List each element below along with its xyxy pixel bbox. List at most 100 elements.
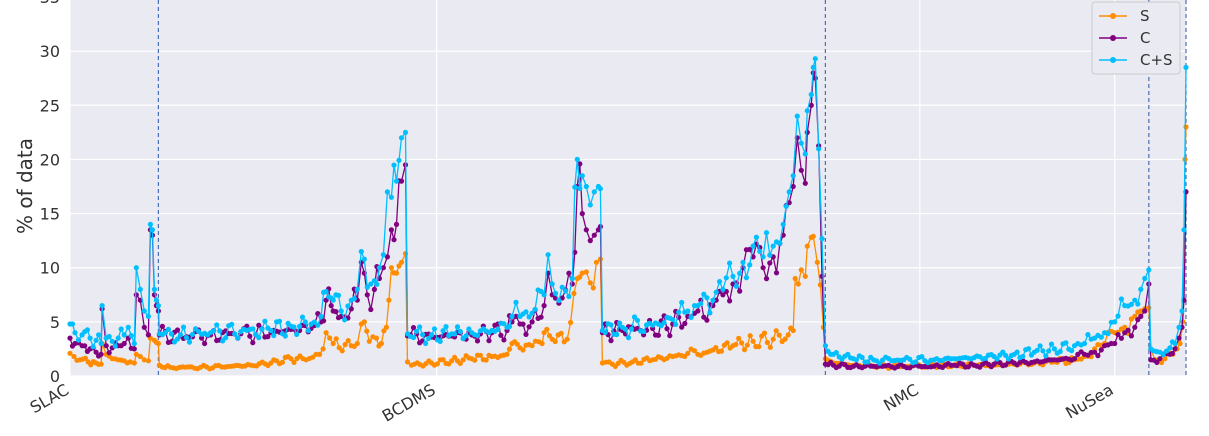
- plot-area: [70, 0, 1186, 376]
- data-point: [597, 186, 604, 192]
- legend-swatch-marker: [1110, 57, 1116, 63]
- data-point: [383, 324, 389, 330]
- data-point: [691, 348, 698, 354]
- data-point: [98, 340, 104, 347]
- data-point: [1112, 340, 1118, 347]
- data-point: [707, 310, 713, 316]
- data-point: [1043, 353, 1049, 359]
- data-point: [348, 306, 354, 312]
- data-point: [396, 157, 402, 163]
- data-point: [1128, 333, 1134, 339]
- data-point: [767, 252, 773, 258]
- data-point: [366, 338, 372, 344]
- data-point: [617, 320, 623, 326]
- data-point: [256, 322, 262, 328]
- data-point: [486, 338, 492, 344]
- data-point: [780, 221, 786, 227]
- data-point: [333, 309, 339, 315]
- data-point: [137, 286, 143, 292]
- data-point: [790, 183, 796, 190]
- data-point: [814, 259, 820, 265]
- data-point: [141, 357, 147, 363]
- data-point: [1142, 308, 1148, 314]
- data-point: [661, 320, 667, 326]
- data-point: [736, 335, 742, 341]
- data-point: [320, 346, 326, 352]
- data-point: [98, 361, 104, 367]
- data-point: [82, 355, 88, 361]
- data-point: [393, 270, 400, 276]
- data-point: [147, 221, 153, 227]
- data-point: [71, 353, 77, 360]
- data-point: [250, 326, 256, 332]
- data-point: [276, 318, 283, 324]
- data-point: [750, 243, 756, 249]
- data-point: [579, 270, 585, 276]
- data-point: [676, 309, 682, 315]
- data-point: [125, 324, 131, 330]
- data-point: [504, 351, 510, 357]
- data-point: [417, 324, 423, 330]
- data-point: [128, 333, 134, 339]
- data-point: [704, 317, 710, 323]
- data-point: [679, 299, 685, 306]
- data-point: [655, 332, 662, 338]
- data-point: [67, 350, 73, 356]
- data-point: [622, 326, 629, 332]
- data-point: [145, 313, 151, 319]
- data-point: [713, 345, 719, 351]
- data-point: [845, 351, 851, 357]
- data-point: [733, 283, 739, 289]
- data-point: [608, 338, 614, 344]
- data-point: [1026, 346, 1032, 352]
- data-point: [1081, 340, 1088, 347]
- data-point: [364, 328, 370, 334]
- data-point: [628, 326, 635, 332]
- data-point: [305, 328, 311, 334]
- data-point: [282, 333, 288, 339]
- data-point: [631, 314, 638, 320]
- data-point: [808, 91, 814, 98]
- data-point: [538, 288, 544, 294]
- data-point: [792, 275, 798, 282]
- data-point: [368, 281, 374, 287]
- data-point: [174, 336, 181, 342]
- data-point: [321, 318, 327, 324]
- data-point: [174, 327, 181, 333]
- data-point: [339, 348, 345, 354]
- data-point: [1183, 124, 1189, 130]
- data-point: [384, 189, 390, 195]
- data-point: [698, 301, 704, 307]
- x-tick-label: NuSea: [1062, 380, 1116, 422]
- data-point: [189, 331, 196, 338]
- data-point: [495, 326, 501, 332]
- data-point: [724, 340, 730, 346]
- data-point: [318, 313, 324, 319]
- data-point: [750, 338, 756, 344]
- data-point: [804, 243, 810, 249]
- data-point: [577, 185, 583, 191]
- data-point: [1160, 351, 1166, 358]
- data-point: [429, 332, 435, 338]
- data-point: [338, 308, 344, 314]
- y-tick-label: 0: [50, 367, 60, 386]
- data-point: [802, 151, 808, 157]
- data-point: [354, 340, 360, 347]
- data-point: [414, 328, 420, 334]
- data-point: [262, 318, 268, 324]
- data-point: [165, 326, 171, 332]
- data-point: [391, 237, 397, 243]
- data-point: [333, 336, 339, 342]
- data-point: [816, 146, 822, 152]
- data-point: [1164, 348, 1170, 354]
- data-point: [520, 347, 526, 353]
- data-point: [364, 292, 370, 298]
- data-point: [155, 340, 161, 347]
- data-point: [361, 319, 367, 325]
- data-point: [579, 211, 585, 217]
- data-point: [569, 275, 575, 282]
- data-point: [328, 303, 334, 309]
- data-point: [386, 297, 392, 303]
- data-point: [761, 330, 768, 336]
- data-point: [794, 113, 800, 119]
